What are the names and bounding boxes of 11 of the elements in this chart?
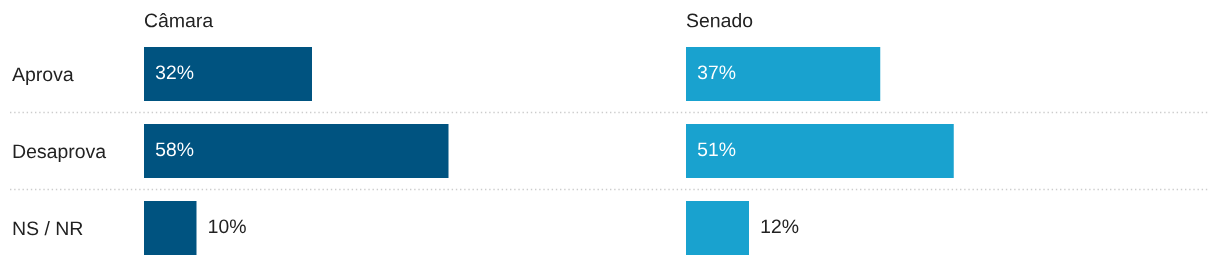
- y-tick-label: Desaprova: [13, 144, 107, 163]
- chart-title: Câmara: [144, 13, 214, 28]
- y-tick-label: NS / NR: [13, 220, 83, 236]
- data-label: 12%: [761, 219, 799, 234]
- chart-title: Senado: [686, 13, 753, 28]
- data-label: 10%: [209, 219, 246, 234]
- y-tick-label: Aprova: [12, 67, 74, 86]
- data-label: 51%: [697, 142, 736, 157]
- data-label: 58%: [155, 142, 194, 157]
- data-label: 37%: [697, 65, 736, 80]
- data-label: 32%: [155, 65, 194, 80]
